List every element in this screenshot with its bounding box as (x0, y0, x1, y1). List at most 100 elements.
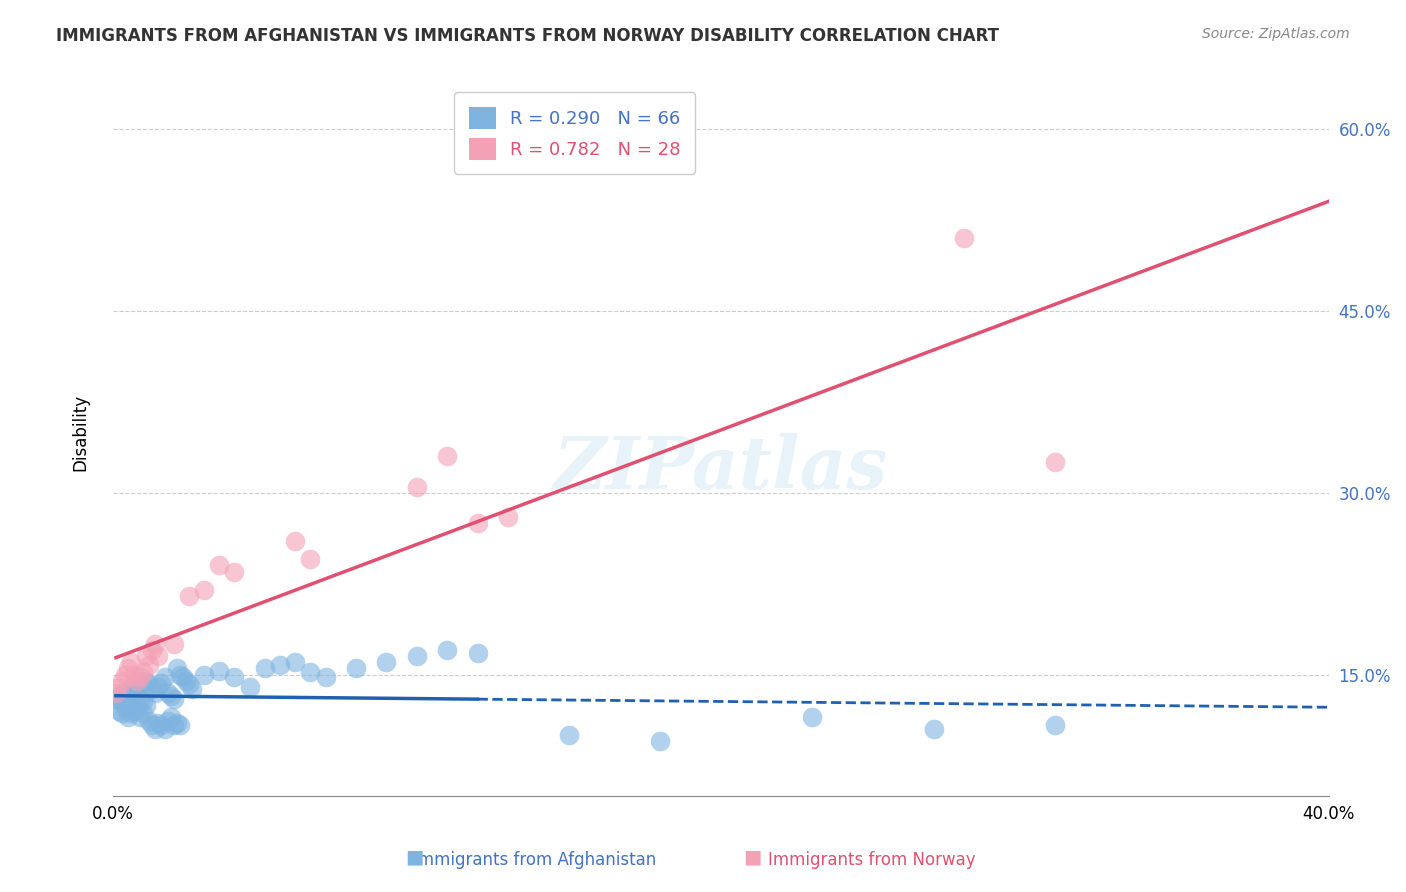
Point (299, 552, 322, 566)
Point (224, 670, 246, 684)
Point (163, 637, 186, 651)
Point (648, 734, 671, 748)
Text: IMMIGRANTS FROM AFGHANISTAN VS IMMIGRANTS FROM NORWAY DISABILITY CORRELATION CHA: IMMIGRANTS FROM AFGHANISTAN VS IMMIGRANT… (56, 27, 1000, 45)
Point (344, 661, 367, 675)
Point (153, 670, 176, 684)
Point (177, 677, 200, 691)
Point (156, 686, 179, 700)
Point (122, 704, 145, 718)
Point (117, 710, 139, 724)
Point (141, 682, 163, 697)
Point (801, 710, 824, 724)
Point (127, 688, 149, 702)
Point (145, 722, 167, 736)
Point (120, 656, 142, 670)
Point (166, 716, 188, 731)
Text: ■: ■ (405, 847, 425, 866)
Point (135, 649, 157, 664)
Point (169, 667, 191, 681)
Point (108, 690, 131, 704)
Point (138, 657, 160, 672)
Point (1043, 718, 1066, 732)
Point (108, 680, 131, 694)
Point (145, 637, 167, 651)
Point (436, 450, 458, 464)
Point (153, 722, 176, 736)
Point (467, 646, 489, 660)
Point (117, 661, 139, 675)
Point (315, 670, 337, 684)
Point (122, 682, 145, 697)
Point (1043, 455, 1066, 469)
Point (132, 665, 155, 680)
Point (114, 667, 136, 681)
Point (120, 680, 142, 694)
Point (114, 701, 136, 715)
Point (138, 714, 160, 728)
Point (163, 691, 186, 706)
Point (127, 673, 149, 688)
Point (104, 691, 127, 706)
Point (953, 231, 976, 245)
Point (159, 710, 181, 724)
Point (150, 718, 173, 732)
Point (253, 661, 276, 675)
Point (169, 718, 191, 732)
Point (405, 480, 427, 494)
Point (163, 718, 186, 732)
Point (129, 670, 152, 684)
Point (129, 710, 152, 724)
Point (111, 673, 134, 688)
Text: Source: ZipAtlas.com: Source: ZipAtlas.com (1202, 27, 1350, 41)
Point (375, 656, 398, 670)
Point (145, 686, 167, 700)
Point (117, 698, 139, 712)
Text: ■: ■ (742, 847, 762, 866)
Point (159, 690, 181, 704)
Point (111, 694, 134, 708)
Point (269, 657, 291, 672)
Point (148, 649, 170, 664)
Point (193, 582, 215, 597)
Point (208, 664, 231, 678)
Point (193, 667, 215, 681)
Point (148, 680, 170, 694)
Point (114, 686, 136, 700)
Point (172, 670, 194, 684)
Point (208, 558, 231, 573)
Point (284, 656, 307, 670)
Point (922, 722, 945, 736)
Point (299, 665, 322, 680)
Point (104, 686, 127, 700)
Point (127, 700, 149, 714)
Point (284, 534, 307, 549)
Text: ZIPatlas: ZIPatlas (554, 433, 887, 504)
Point (120, 706, 142, 721)
Point (135, 698, 157, 712)
Point (129, 691, 152, 706)
Point (239, 680, 262, 694)
Point (135, 673, 157, 688)
Text: Immigrants from Afghanistan: Immigrants from Afghanistan (412, 851, 657, 869)
Point (108, 704, 131, 718)
Point (467, 516, 489, 530)
Point (132, 694, 155, 708)
Legend: R = 0.290   N = 66, R = 0.782   N = 28: R = 0.290 N = 66, R = 0.782 N = 28 (454, 92, 696, 174)
Point (111, 706, 134, 721)
Text: Immigrants from Norway: Immigrants from Norway (768, 851, 976, 869)
Point (174, 673, 197, 688)
Point (496, 510, 519, 524)
Point (132, 706, 155, 721)
Point (156, 714, 179, 728)
Point (405, 649, 427, 664)
Point (558, 728, 581, 742)
Point (138, 677, 160, 691)
Point (180, 682, 202, 697)
Point (224, 565, 246, 579)
Y-axis label: Disability: Disability (72, 393, 89, 471)
Point (150, 676, 173, 690)
Point (177, 589, 200, 603)
Point (141, 718, 163, 732)
Point (436, 643, 458, 657)
Point (148, 716, 170, 731)
